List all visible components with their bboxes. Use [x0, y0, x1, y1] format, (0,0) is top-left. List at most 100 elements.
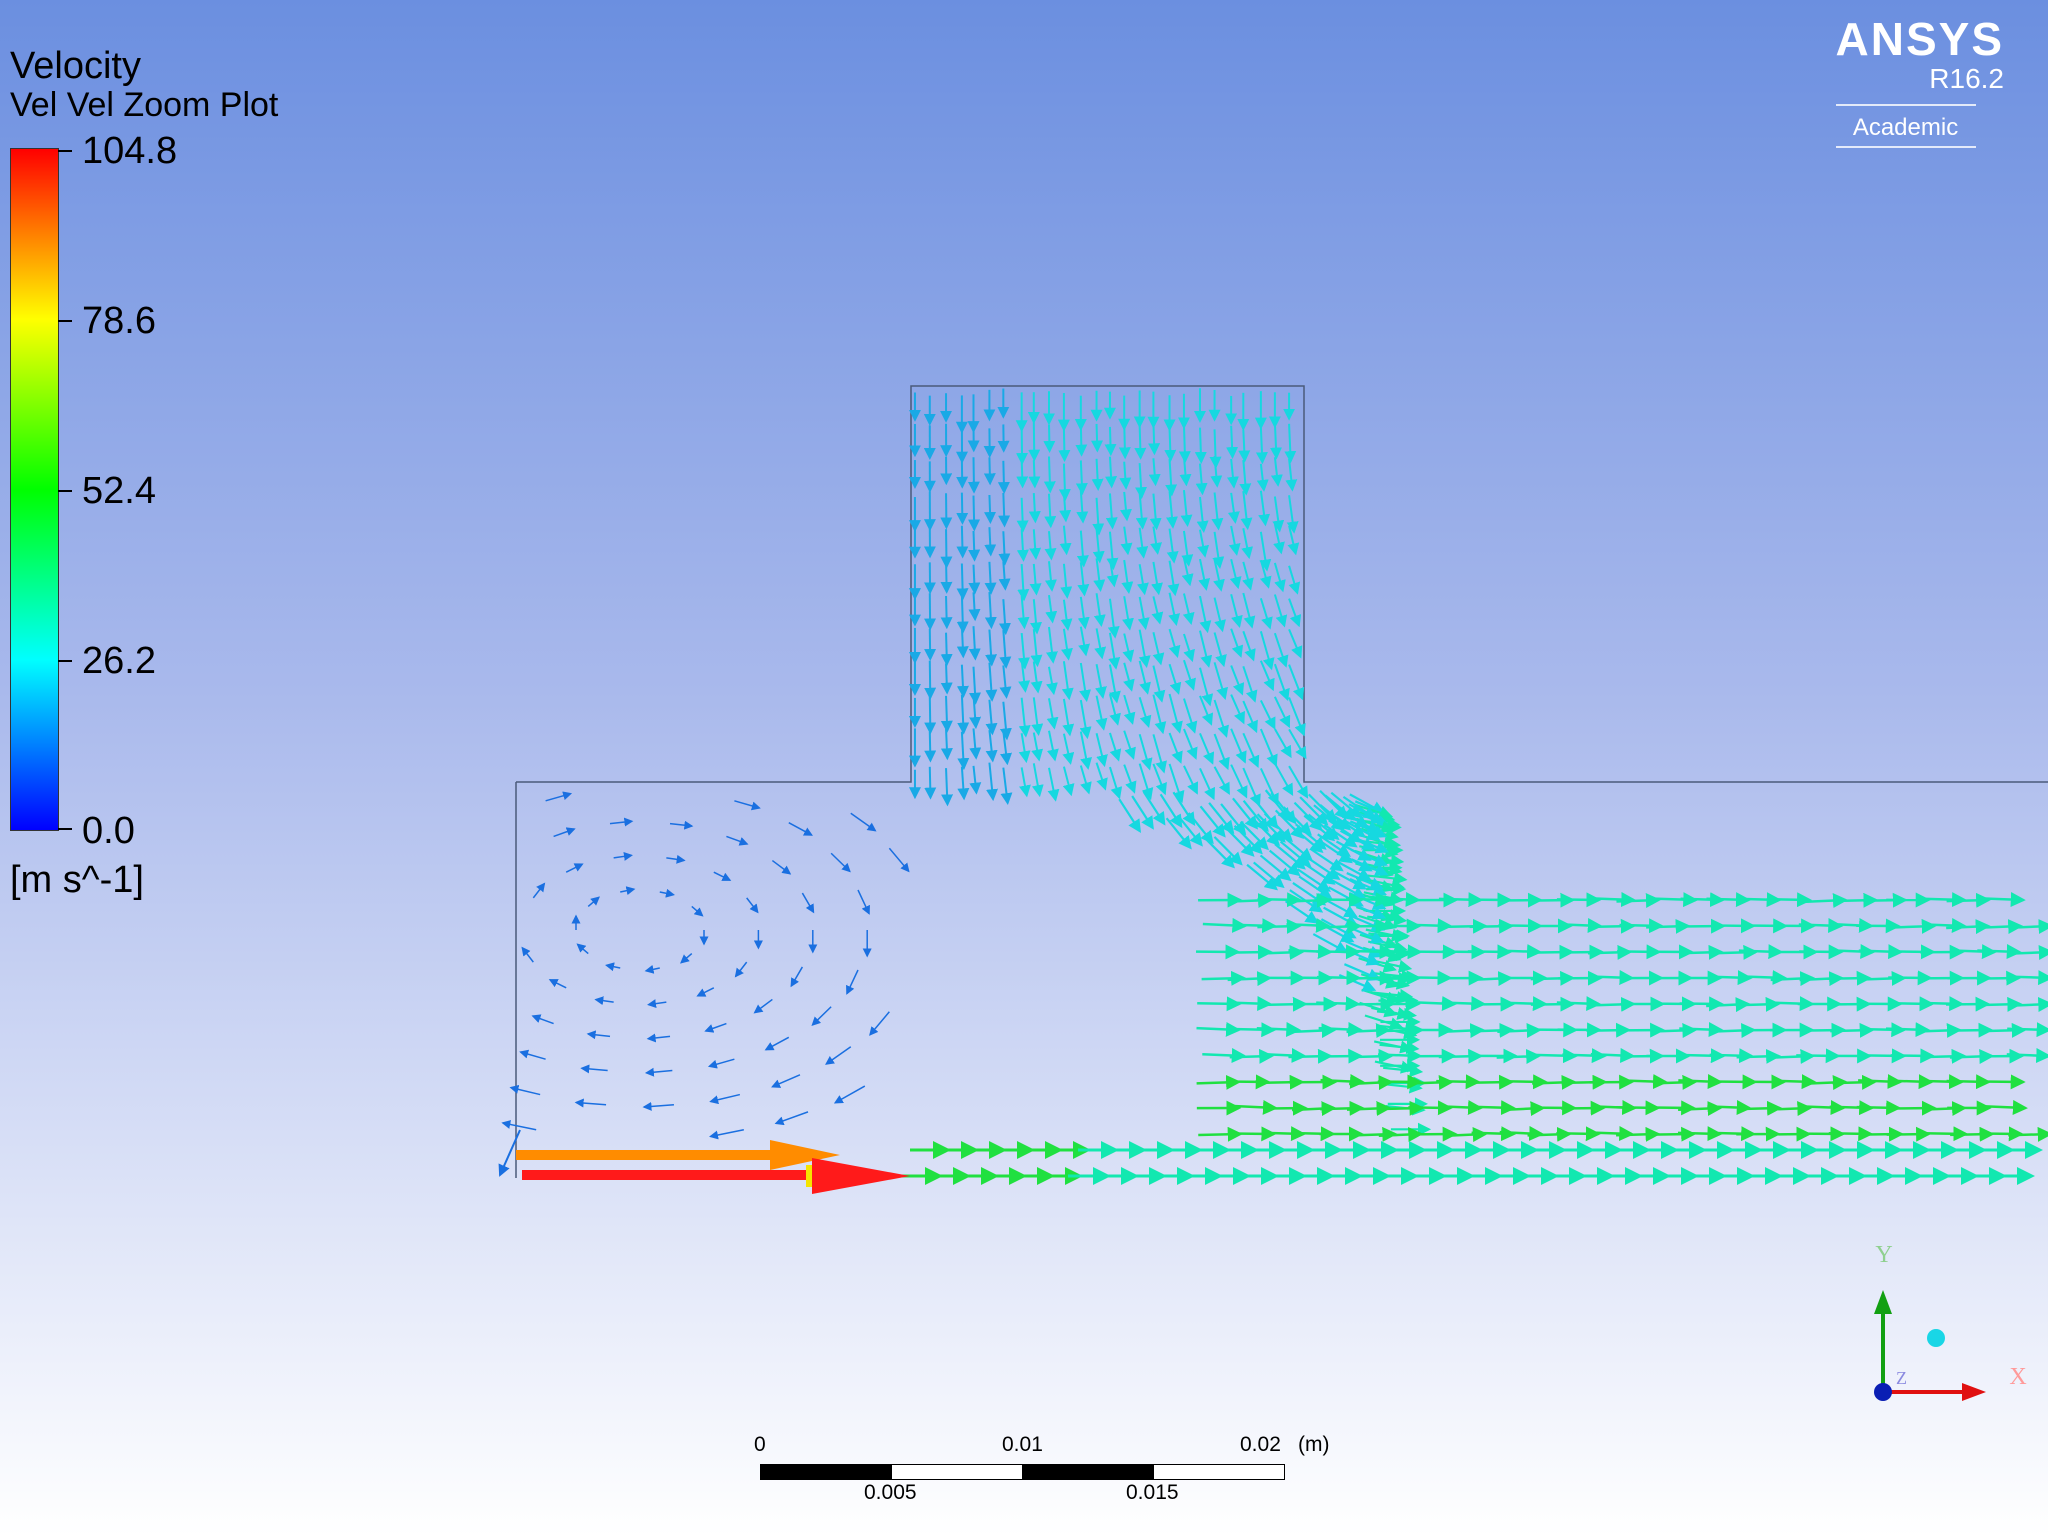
velocity-vector	[1286, 917, 1331, 933]
velocity-vector	[1225, 827, 1255, 857]
velocity-vector	[1282, 806, 1312, 836]
velocity-vector	[968, 592, 981, 622]
velocity-vector	[1230, 593, 1243, 629]
velocity-vector	[1093, 558, 1106, 592]
velocity-vector	[1079, 731, 1092, 770]
velocity-vector	[1259, 854, 1292, 882]
velocity-vector	[1443, 1127, 1488, 1143]
geometry-outline	[515, 385, 2048, 1178]
velocity-vector	[1408, 918, 1453, 934]
ansys-version: R16.2	[1929, 63, 2004, 94]
color-bar-tick	[58, 828, 72, 830]
velocity-vector	[940, 663, 953, 695]
velocity-vector	[594, 996, 614, 1006]
velocity-vector	[968, 530, 981, 562]
velocity-vector	[1119, 461, 1132, 490]
velocity-vector	[1709, 1048, 1755, 1064]
velocity-vector	[1199, 767, 1215, 801]
axis-triad: Y X Z	[1874, 1242, 2027, 1401]
velocity-vector	[984, 527, 997, 557]
velocity-vector	[1199, 630, 1213, 668]
color-bar-label-min: 0.0	[82, 810, 135, 852]
velocity-vector	[1255, 427, 1268, 465]
velocity-vector	[1242, 700, 1258, 734]
view-sphere[interactable]	[1927, 1329, 1945, 1347]
velocity-vector	[1106, 531, 1119, 571]
velocity-vector	[1678, 1101, 1723, 1117]
velocity-vector	[746, 897, 759, 914]
velocity-vector	[1253, 861, 1285, 889]
velocity-vector	[1291, 826, 1324, 853]
velocity-vector	[1230, 694, 1245, 725]
velocity-vector	[811, 1006, 832, 1026]
velocity-vector	[1616, 892, 1661, 908]
velocity-vector	[1259, 597, 1273, 630]
velocity-vector	[1017, 632, 1030, 670]
velocity-vector	[850, 812, 877, 832]
velocity-vector	[734, 800, 761, 811]
color-bar-tick	[58, 660, 72, 662]
velocity-vector	[2009, 919, 2048, 935]
velocity-vector	[957, 694, 970, 735]
velocity-vector	[1232, 797, 1259, 830]
velocity-vector	[548, 979, 567, 989]
velocity-vector	[753, 998, 773, 1014]
velocity-vector	[1194, 427, 1207, 464]
velocity-vector	[1313, 804, 1345, 831]
velocity-vector	[707, 1058, 735, 1069]
velocity-vector	[1233, 825, 1263, 855]
velocity-vector	[1263, 1100, 1308, 1116]
velocity-vector	[1195, 463, 1208, 496]
velocity-vector	[1799, 944, 1844, 960]
velocity-vector	[1059, 525, 1072, 556]
velocity-vector	[509, 1084, 541, 1096]
channel-vector-field	[900, 789, 2048, 1185]
legend-title: Velocity	[10, 45, 141, 87]
velocity-vector	[1120, 526, 1133, 556]
velocity-vector	[956, 492, 969, 525]
color-bar-label: 52.4	[82, 470, 156, 512]
velocity-vector	[771, 859, 792, 875]
color-bar-tick	[58, 320, 72, 322]
color-bar-label: 78.6	[82, 300, 156, 342]
velocity-vector	[1679, 1022, 1724, 1038]
velocity-vector	[1095, 695, 1108, 731]
velocity-vector	[1343, 963, 1382, 981]
velocity-vector	[1259, 728, 1278, 767]
velocity-vector	[1152, 763, 1167, 796]
velocity-vector	[1981, 892, 2026, 908]
velocity-vector	[1093, 593, 1106, 628]
velocity-vector	[1091, 423, 1104, 453]
velocity-vector	[1000, 731, 1012, 766]
velocity-vector	[1166, 528, 1179, 564]
z-axis-dot	[1874, 1383, 1892, 1401]
velocity-vector	[1135, 463, 1148, 500]
velocity-vector	[1138, 629, 1151, 669]
velocity-vector	[1288, 728, 1307, 760]
velocity-vector	[1138, 697, 1152, 728]
velocity-vector	[1079, 699, 1092, 740]
velocity-vector	[1226, 425, 1239, 460]
velocity-vector	[1273, 562, 1286, 593]
velocity-vector	[1118, 798, 1142, 833]
velocity-vector	[940, 560, 953, 594]
velocity-vector	[1497, 1023, 1542, 1039]
velocity-vector	[1922, 918, 1967, 934]
velocity-vector	[1309, 847, 1344, 872]
velocity-vector	[642, 1101, 674, 1111]
velocity-vector	[1213, 559, 1225, 592]
velocity-vector	[1259, 699, 1276, 730]
velocity-vector	[1978, 919, 2024, 935]
velocity-vector	[1210, 455, 1223, 488]
velocity-vector	[1239, 820, 1269, 851]
velocity-vector	[1199, 733, 1215, 765]
velocity-vector	[1227, 996, 1273, 1012]
scale-label: 0.015	[1126, 1481, 1179, 1504]
velocity-vector	[1148, 422, 1161, 456]
velocity-vector	[1256, 1021, 1302, 1037]
velocity-vector	[969, 666, 982, 705]
velocity-vector	[1016, 459, 1029, 489]
velocity-vector	[1075, 424, 1088, 457]
velocity-vector	[1149, 493, 1162, 531]
